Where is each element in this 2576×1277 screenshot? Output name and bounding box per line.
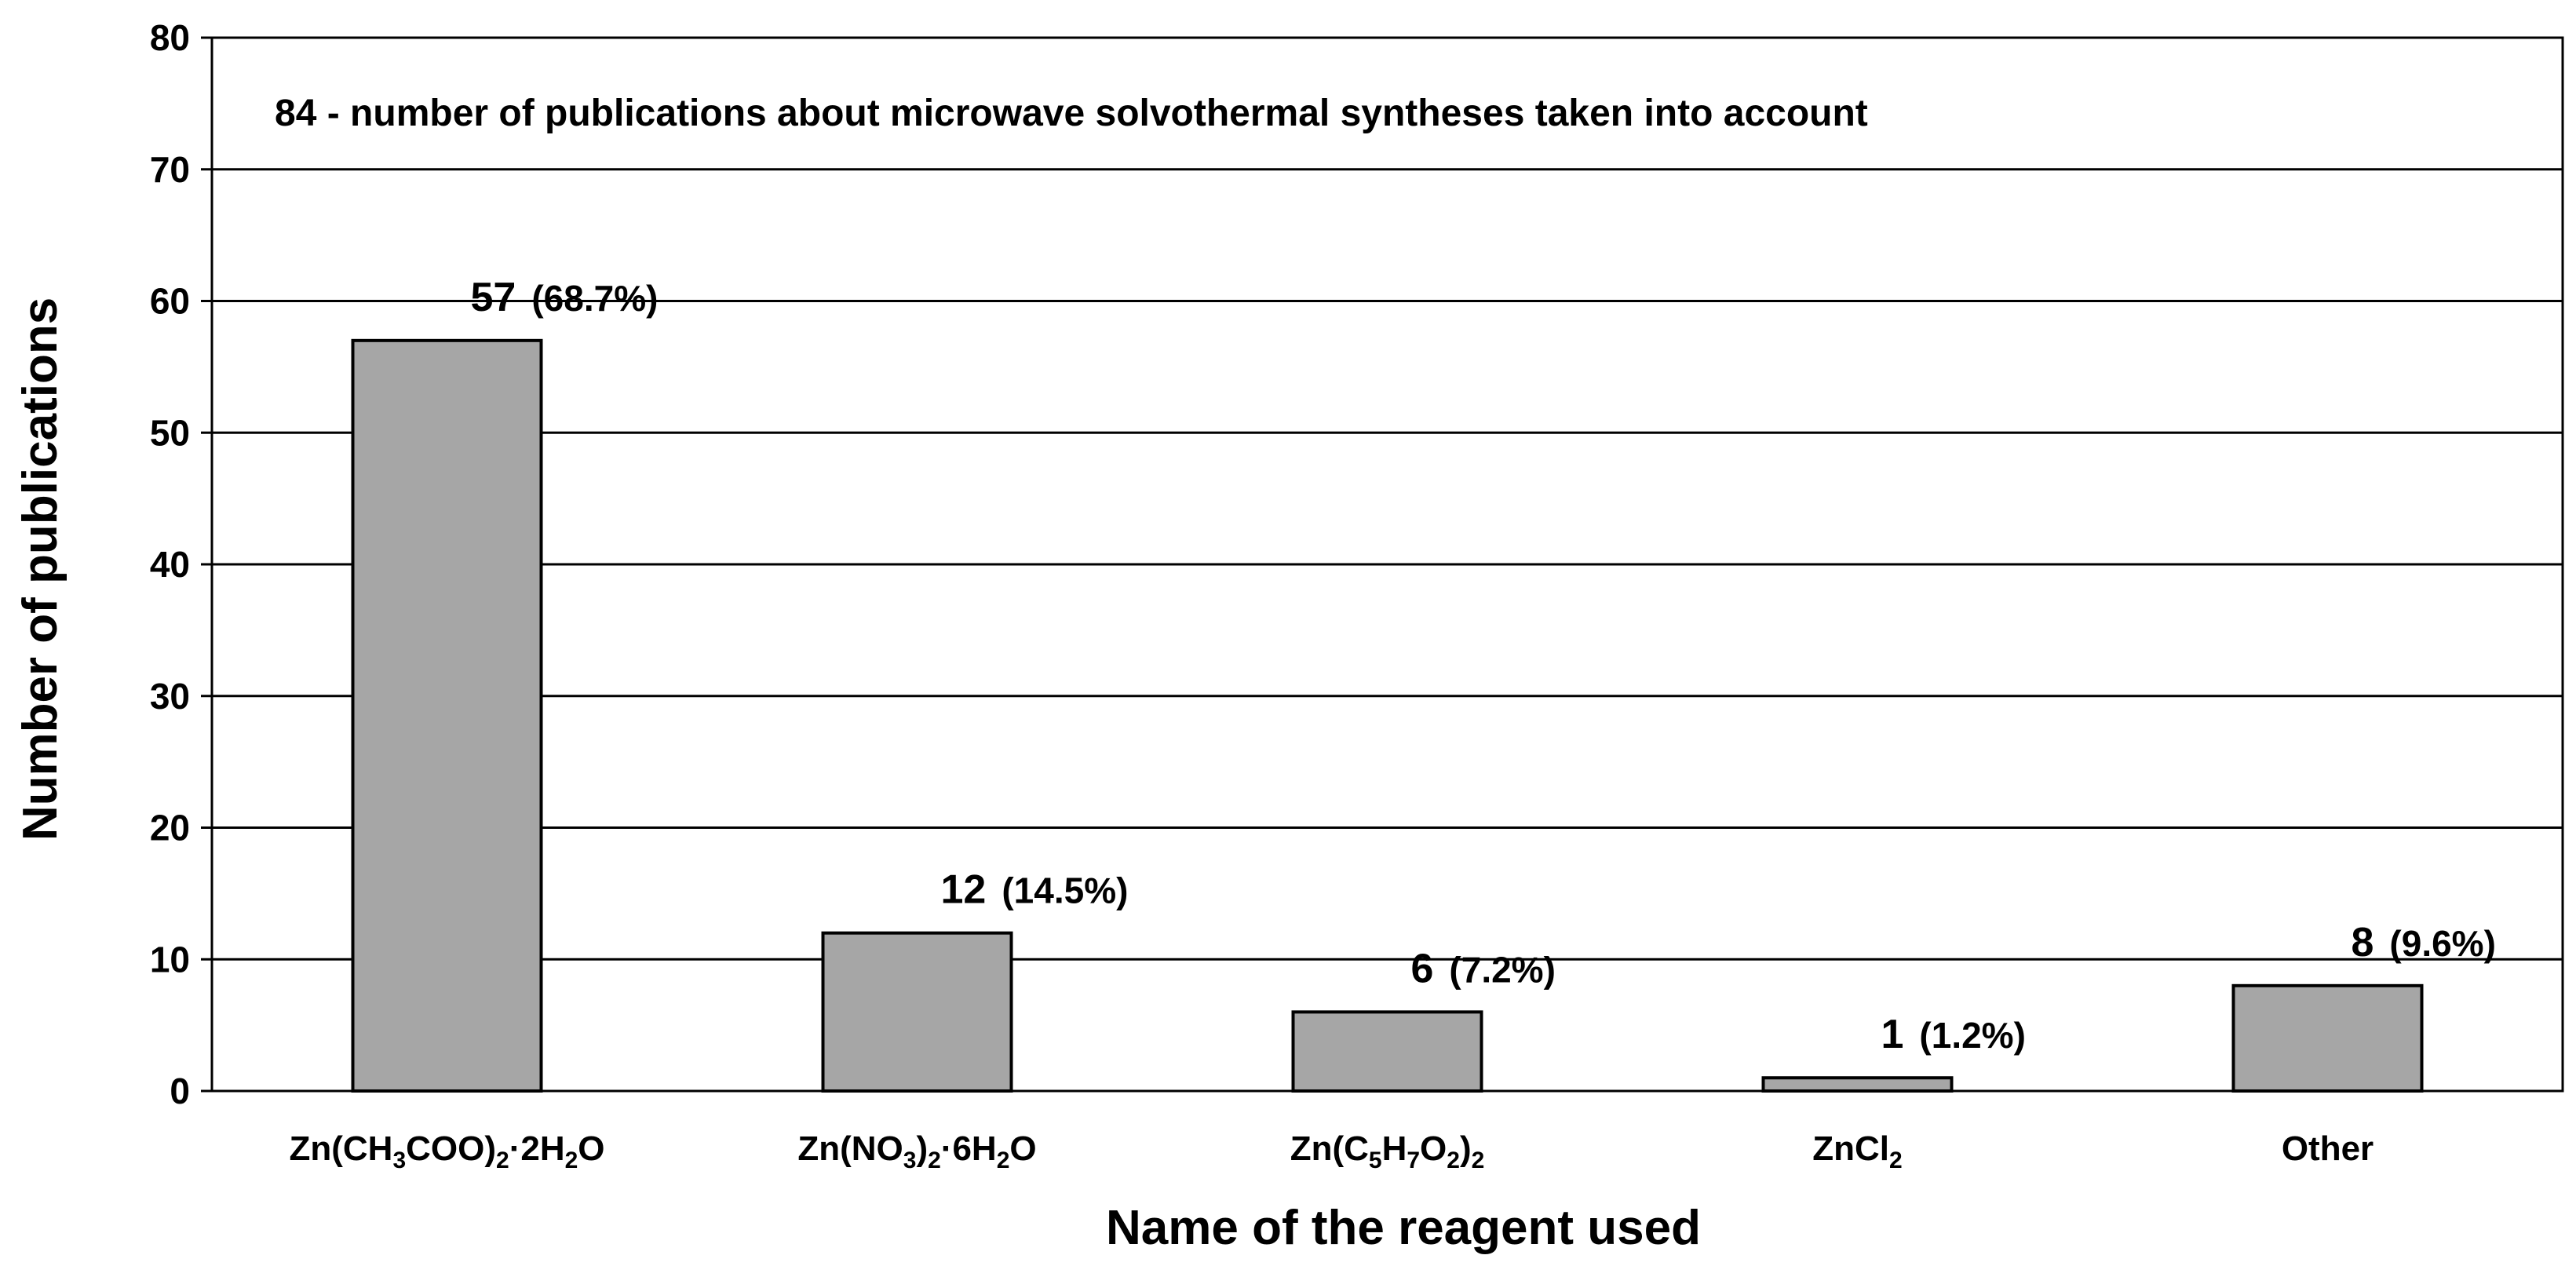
x-tick-label: Other [2282, 1129, 2373, 1168]
bar [821, 931, 1013, 1093]
x-axis-title: Name of the reagent used [1106, 1201, 1701, 1255]
data-labels: 57 (68.7%) 12 (14.5%) 6 (7.2%) 1 (1.2%) 8 (9.6%) [471, 275, 2496, 1057]
x-tick-label: Zn(C5H7O2)2 [1290, 1129, 1485, 1173]
y-axis-title: Number of publications [13, 297, 68, 841]
data-label: 57 (68.7%) [471, 275, 659, 320]
bar [1761, 1076, 1954, 1093]
bar [2231, 983, 2424, 1093]
data-label: 12 (14.5%) [941, 867, 1129, 913]
data-label: 6 (7.2%) [1411, 946, 1556, 991]
x-tick-labels: Zn(CH3COO)2·2H2O Zn(NO3)2·6H2O Zn(C5H7O2)2… [289, 1129, 2373, 1173]
y-tick-label: 70 [150, 149, 190, 190]
gridlines [212, 168, 2563, 961]
data-label: 1 (1.2%) [1881, 1012, 2026, 1057]
bar [1291, 1010, 1483, 1093]
x-tick-label: Zn(CH3COO)2·2H2O [289, 1129, 604, 1173]
y-tick-label: 60 [150, 281, 190, 322]
y-tick-label: 80 [150, 17, 190, 58]
y-tick-label: 40 [150, 544, 190, 585]
y-tick-label: 50 [150, 412, 190, 453]
y-tick-label: 10 [150, 939, 190, 980]
y-tick-label: 30 [150, 676, 190, 717]
x-tick-label: ZnCl2 [1812, 1129, 1902, 1173]
y-tick-labels: 0 10 20 30 40 50 60 70 80 [150, 17, 212, 1111]
publication-count-note: 84 - number of publications about microw… [275, 93, 1868, 134]
x-tick-label: Zn(NO3)2·6H2O [797, 1129, 1036, 1173]
y-tick-label: 0 [170, 1071, 190, 1111]
bar [351, 338, 543, 1093]
y-tick-label: 20 [150, 808, 190, 848]
data-label: 8 (9.6%) [2352, 920, 2496, 965]
